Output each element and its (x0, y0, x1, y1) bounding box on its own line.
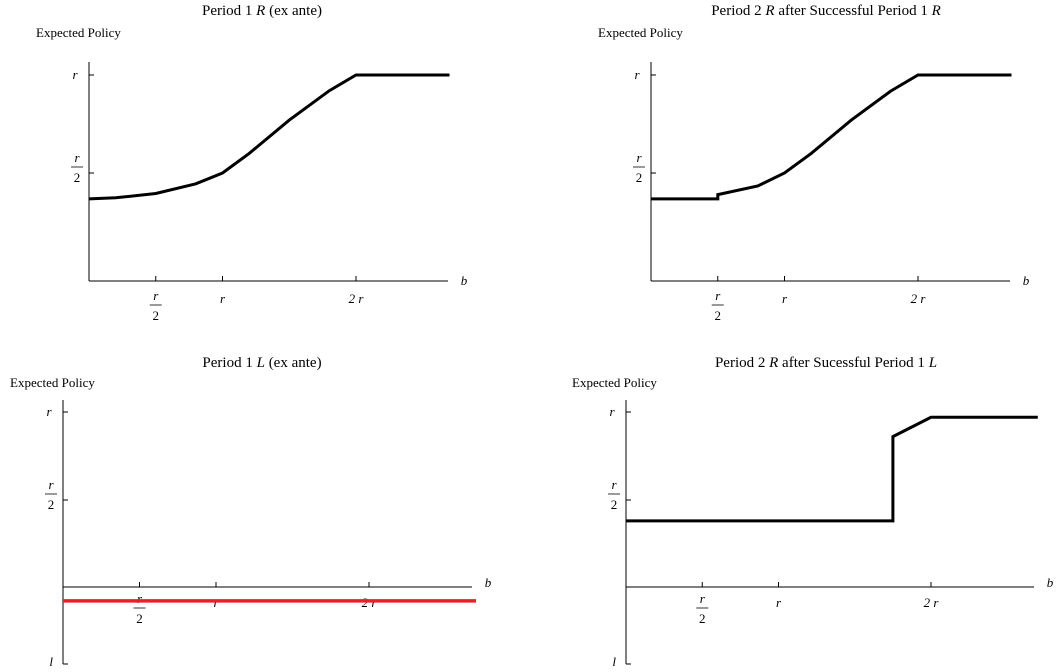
x-tick-label: 2 r (349, 291, 365, 306)
x-tick-label: r (220, 291, 226, 306)
y-axis-label: Expected Policy (36, 25, 121, 40)
x-axis-var-label: b (485, 575, 492, 590)
x-tick-label-den: 2 (715, 308, 722, 323)
y-tick-label-den: 2 (611, 497, 618, 512)
chart-title-part: R (768, 355, 778, 371)
y-tick-label: r (609, 404, 615, 419)
series-line (626, 415, 1038, 523)
x-tick-label: 2 r (911, 291, 927, 306)
x-axis-var-label: b (1023, 273, 1030, 288)
x-tick-label-den: 2 (153, 308, 160, 323)
y-tick-label: l (612, 654, 616, 669)
x-tick-label: r (776, 595, 782, 610)
chart-title-part: R (931, 3, 941, 19)
y-tick-label-num: r (636, 150, 642, 165)
y-tick-label-den: 2 (48, 497, 55, 512)
chart-panel-2: Period 2 R after Successful Period 1 R Ex… (598, 3, 1030, 323)
x-tick-label-num: r (153, 288, 159, 303)
y-tick-label: r (72, 67, 78, 82)
x-tick-label-num: r (700, 591, 706, 606)
chart-title-part: R (255, 3, 265, 19)
y-tick-label: r (634, 67, 640, 82)
x-tick-label-num: r (137, 591, 143, 606)
y-tick-label-num: r (48, 477, 54, 492)
y-tick-label-den: 2 (636, 170, 643, 185)
x-axis-var-label: b (1047, 575, 1054, 590)
y-tick-label: l (49, 654, 53, 669)
x-axis-var-label: b (461, 273, 468, 288)
x-tick-label: 2 r (924, 595, 940, 610)
chart-title-part: (ex ante) (265, 355, 322, 371)
chart-title: Period 1 R (ex ante) (202, 3, 322, 19)
chart-panel-3: Period 1 L (ex ante) Expected Policy b r 2 r 2… (10, 355, 492, 669)
y-tick-label: r (46, 404, 52, 419)
chart-title: Period 1 L (ex ante) (202, 355, 321, 371)
x-tick-label-num: r (715, 288, 721, 303)
chart-title-part: after Sucessful Period 1 (778, 355, 928, 371)
y-tick-label-num: r (611, 477, 617, 492)
chart-title-part: Period 1 (202, 355, 256, 371)
y-axis-label: Expected Policy (598, 25, 683, 40)
chart-title-part: L (256, 355, 265, 371)
y-axis-label: Expected Policy (10, 375, 95, 390)
chart-panel-1: Period 1 R (ex ante) Expected Policy b r 2 r 2… (36, 3, 468, 323)
y-tick-label-den: 2 (74, 170, 81, 185)
series-line (88, 73, 450, 201)
series-line (651, 73, 1012, 201)
chart-title-part: R (764, 3, 774, 19)
x-tick-label-den: 2 (136, 611, 143, 626)
chart-title-part: after Successful Period 1 (775, 3, 932, 19)
x-tick-label-den: 2 (699, 611, 706, 626)
y-tick-label-num: r (74, 150, 80, 165)
chart-title-part: Period 2 (711, 3, 765, 19)
chart-title-part: L (928, 355, 937, 371)
chart-title: Period 2 R after Successful Period 1 R (711, 3, 941, 19)
chart-title-part: Period 1 (202, 3, 256, 19)
chart-title-part: Period 2 (715, 355, 769, 371)
x-tick-label: r (782, 291, 788, 306)
chart-title-part: (ex ante) (265, 3, 322, 19)
chart-panel-4: Period 2 R after Sucessful Period 1 L Exp… (572, 355, 1054, 669)
y-axis-label: Expected Policy (572, 375, 657, 390)
chart-title: Period 2 R after Sucessful Period 1 L (715, 355, 937, 371)
